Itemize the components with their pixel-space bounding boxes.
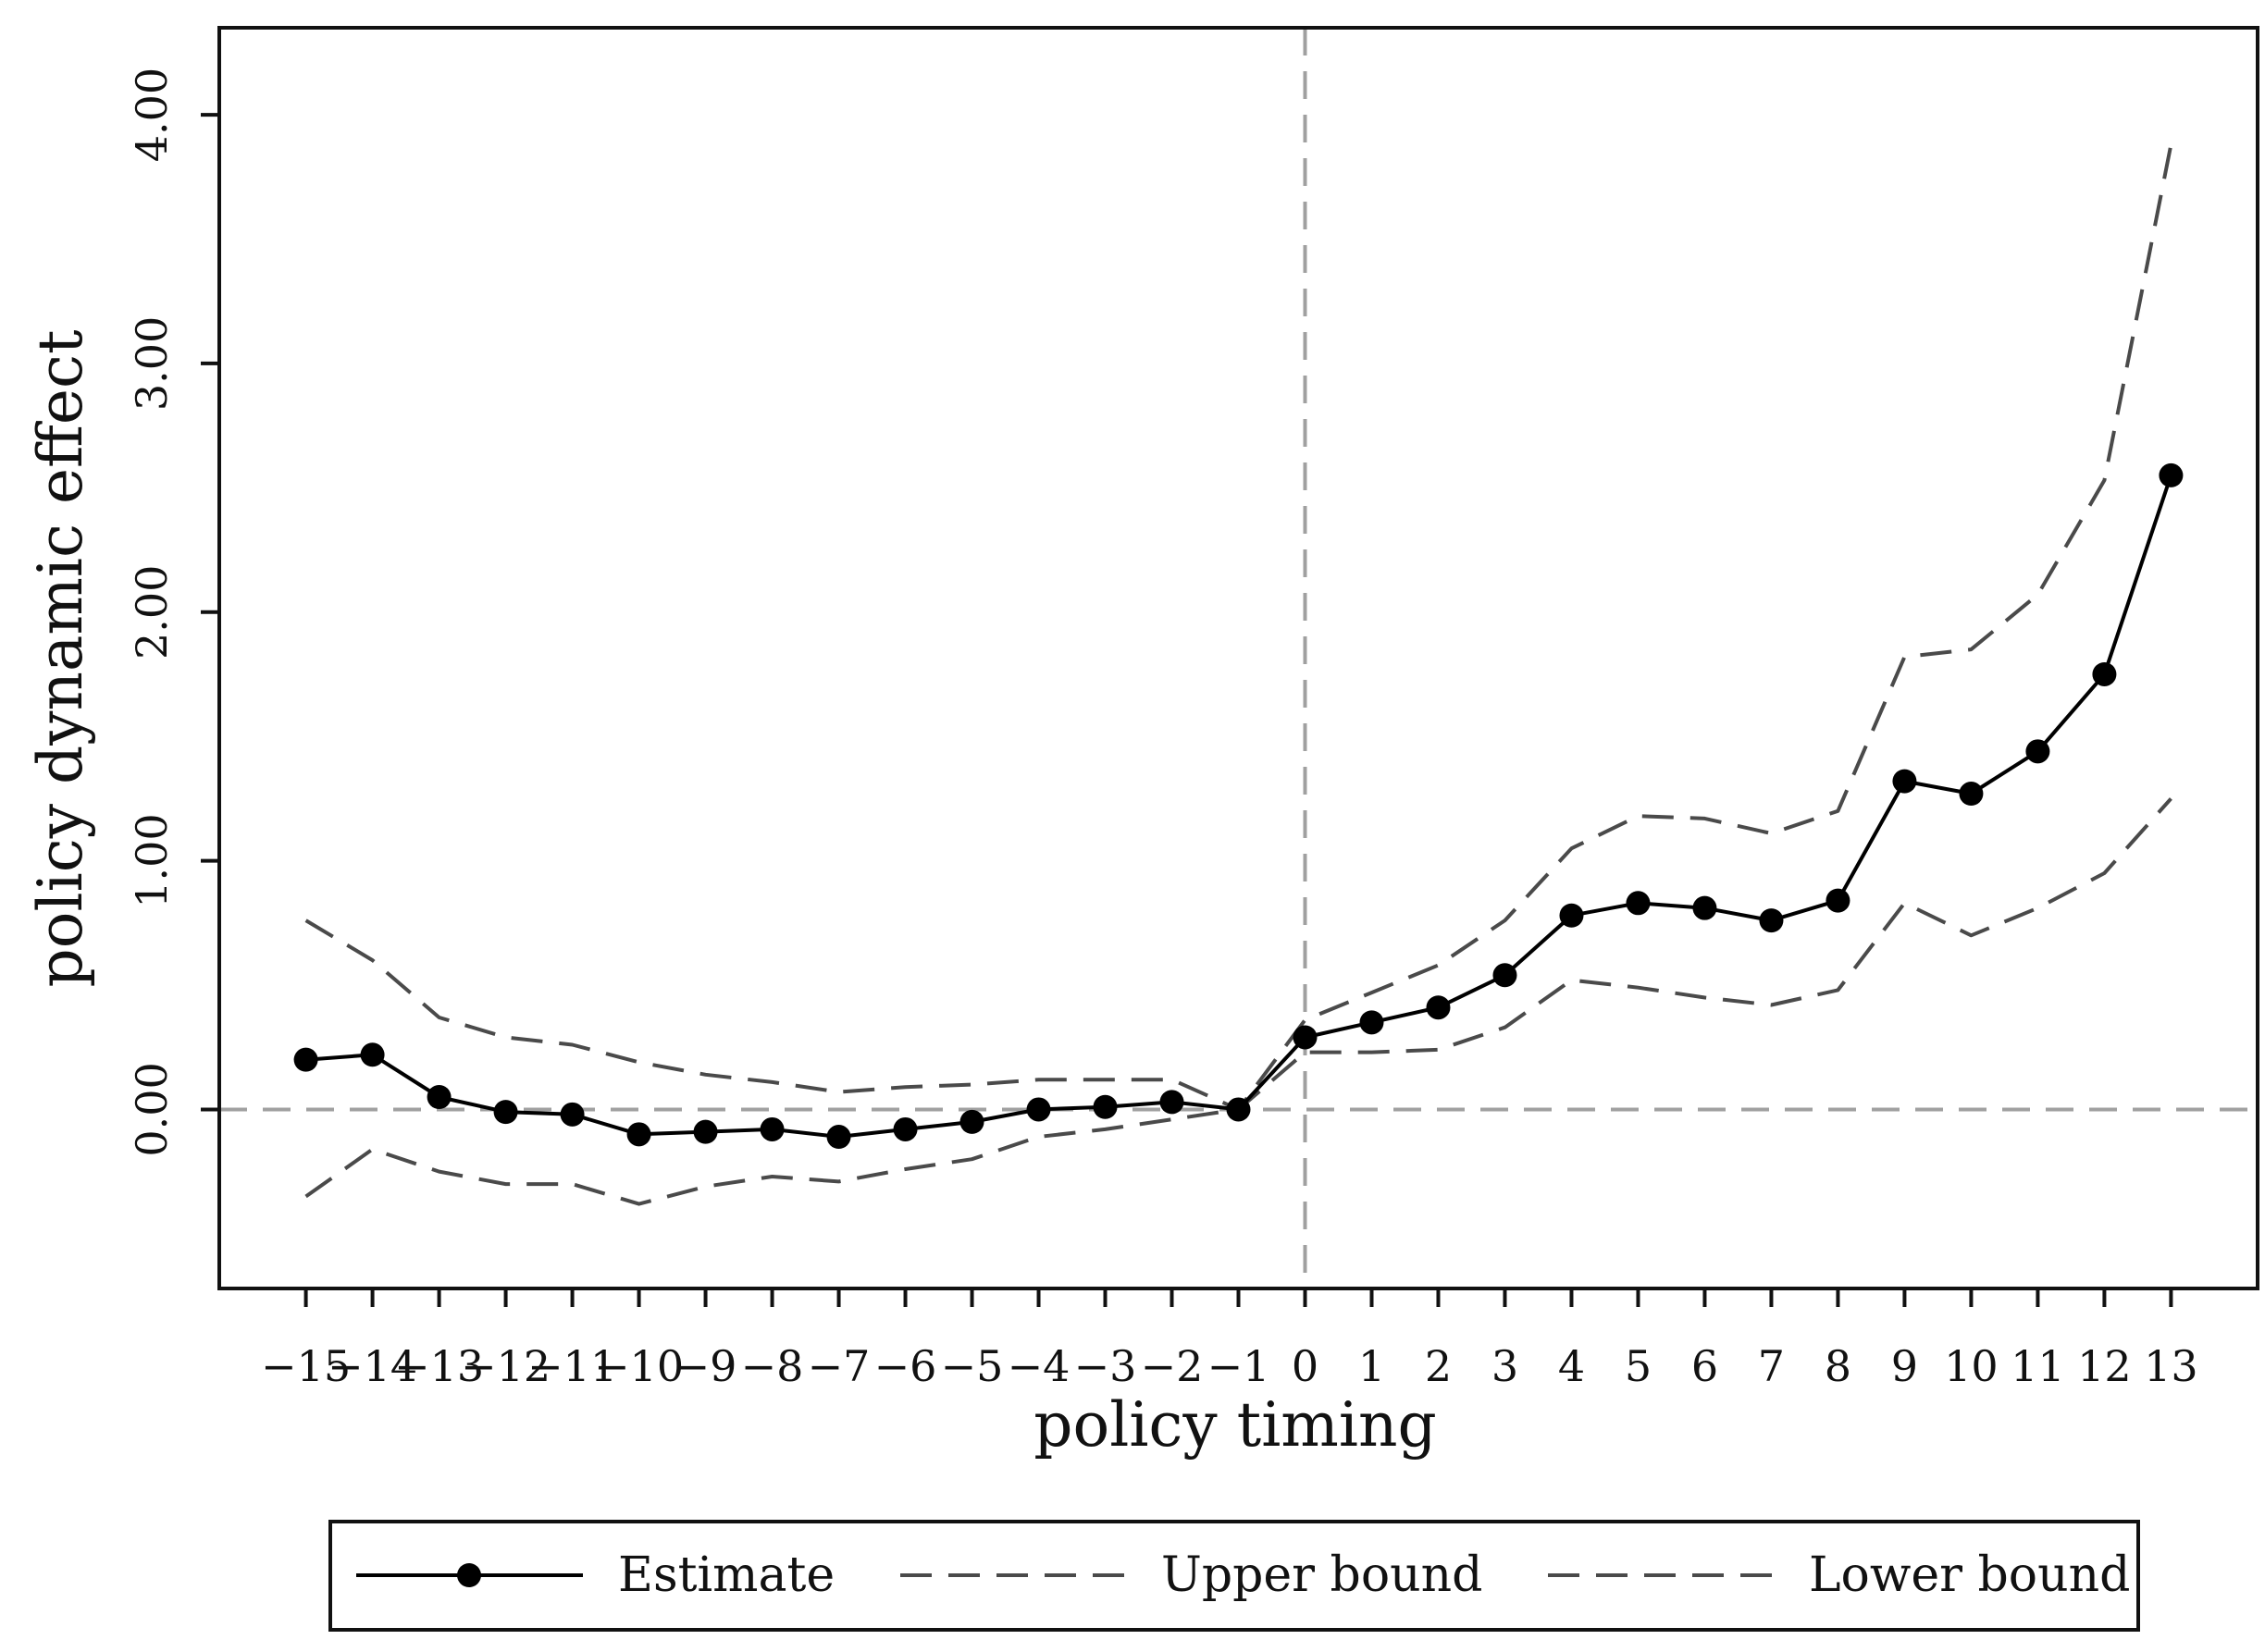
x-tick-label-14: −1 <box>1207 1341 1270 1391</box>
point-estimate-10 <box>1959 782 1984 807</box>
point-estimate--1 <box>1226 1097 1251 1122</box>
point-estimate-4 <box>1559 903 1584 928</box>
point-estimate--10 <box>626 1122 651 1147</box>
legend-estimate-marker <box>457 1563 481 1587</box>
series-line-estimate <box>305 475 2173 1139</box>
x-axis: −15−14−13−12−11−10−9 −8 −7 −6 −5 −4 −3 −2 −1 0 1 2 3… <box>261 1288 2198 1391</box>
x-tick-label-3: −12 <box>461 1341 551 1391</box>
x-tick-label-27: 12 <box>2077 1341 2132 1391</box>
x-tick-label-28: 13 <box>2144 1341 2198 1391</box>
x-tick-label-6: −9 <box>675 1341 737 1391</box>
y-tick-label-0: 0.00 <box>127 1062 177 1156</box>
point-estimate--11 <box>560 1102 585 1127</box>
x-tick-label-22: 7 <box>1758 1341 1785 1391</box>
x-tick-label-26: 11 <box>2011 1341 2065 1391</box>
point-estimate--14 <box>360 1042 385 1067</box>
series-line-upper-bound <box>304 144 2173 1112</box>
y-tick-label-3: 3.00 <box>127 316 177 411</box>
x-tick-label-9: −6 <box>874 1341 937 1391</box>
point-estimate-0 <box>1293 1025 1318 1050</box>
legend-entry-estimate: Estimate <box>356 1547 835 1603</box>
point-estimate--5 <box>959 1109 984 1134</box>
point-estimate-2 <box>1426 995 1451 1020</box>
point-estimate-5 <box>1626 891 1651 916</box>
x-tick-label-17: 2 <box>1425 1341 1452 1391</box>
x-tick-label-16: 1 <box>1358 1341 1385 1391</box>
y-tick-label-2: 2.00 <box>127 565 177 660</box>
legend-frame <box>328 1520 2140 1632</box>
x-tick-label-18: 3 <box>1491 1341 1518 1391</box>
point-estimate-13 <box>2159 462 2184 487</box>
legend-entry-lower-bound: Lower bound <box>1548 1547 2130 1603</box>
series-layer <box>293 144 2184 1206</box>
point-estimate--2 <box>1159 1090 1184 1115</box>
point-estimate--3 <box>1093 1094 1118 1119</box>
point-estimate--4 <box>1026 1097 1051 1122</box>
point-estimate-12 <box>2092 661 2117 686</box>
x-tick-label-1: −14 <box>328 1341 417 1391</box>
x-tick-label-7: −8 <box>741 1341 804 1391</box>
point-estimate--13 <box>427 1084 452 1109</box>
x-tick-label-23: 8 <box>1825 1341 1851 1391</box>
x-tick-label-5: −10 <box>594 1341 684 1391</box>
point-estimate--15 <box>293 1047 318 1072</box>
legend-upper-bound-label: Upper bound <box>1161 1547 1482 1603</box>
point-estimate-6 <box>1692 895 1717 920</box>
legend-estimate-label: Estimate <box>618 1547 835 1603</box>
x-tick-label-12: −3 <box>1074 1341 1137 1391</box>
point-estimate--8 <box>760 1116 785 1141</box>
y-tick-label-1: 1.00 <box>127 813 177 907</box>
x-tick-label-13: −2 <box>1141 1341 1204 1391</box>
x-tick-label-15: 0 <box>1292 1341 1318 1391</box>
x-tick-label-10: −5 <box>941 1341 1004 1391</box>
legend-entry-upper-bound: Upper bound <box>900 1547 1482 1603</box>
point-estimate-8 <box>1826 888 1850 913</box>
point-estimate--7 <box>826 1125 851 1150</box>
x-tick-label-25: 10 <box>1944 1341 1999 1391</box>
x-tick-label-8: −7 <box>808 1341 871 1391</box>
legend-lower-bound-label: Lower bound <box>1809 1547 2130 1603</box>
x-tick-label-0: −15 <box>261 1341 351 1391</box>
point-estimate--9 <box>693 1119 718 1144</box>
x-axis-title: policy timing <box>1033 1389 1437 1461</box>
x-tick-label-24: 9 <box>1891 1341 1918 1391</box>
point-estimate--12 <box>493 1100 518 1125</box>
point-estimate-1 <box>1359 1010 1384 1035</box>
point-estimate--6 <box>893 1116 918 1141</box>
point-estimate-3 <box>1492 963 1517 988</box>
x-tick-label-20: 5 <box>1625 1341 1652 1391</box>
y-axis: 0.00 1.00 2.00 3.00 4.00 <box>127 68 219 1157</box>
y-tick-label-4: 4.00 <box>127 68 177 162</box>
x-tick-label-2: −13 <box>394 1341 484 1391</box>
x-tick-label-4: −11 <box>527 1341 617 1391</box>
y-axis-title: policy dynamic effect <box>25 330 96 988</box>
x-tick-label-21: 6 <box>1691 1341 1718 1391</box>
series-line-lower-bound <box>304 797 2172 1206</box>
x-tick-label-19: 4 <box>1558 1341 1585 1391</box>
x-tick-label-11: −4 <box>1008 1341 1071 1391</box>
point-estimate-9 <box>1892 769 1917 794</box>
legend: Estimate Upper bound Lower bound <box>328 1520 2140 1632</box>
point-estimate-11 <box>2025 739 2050 764</box>
point-estimate-7 <box>1759 908 1784 933</box>
